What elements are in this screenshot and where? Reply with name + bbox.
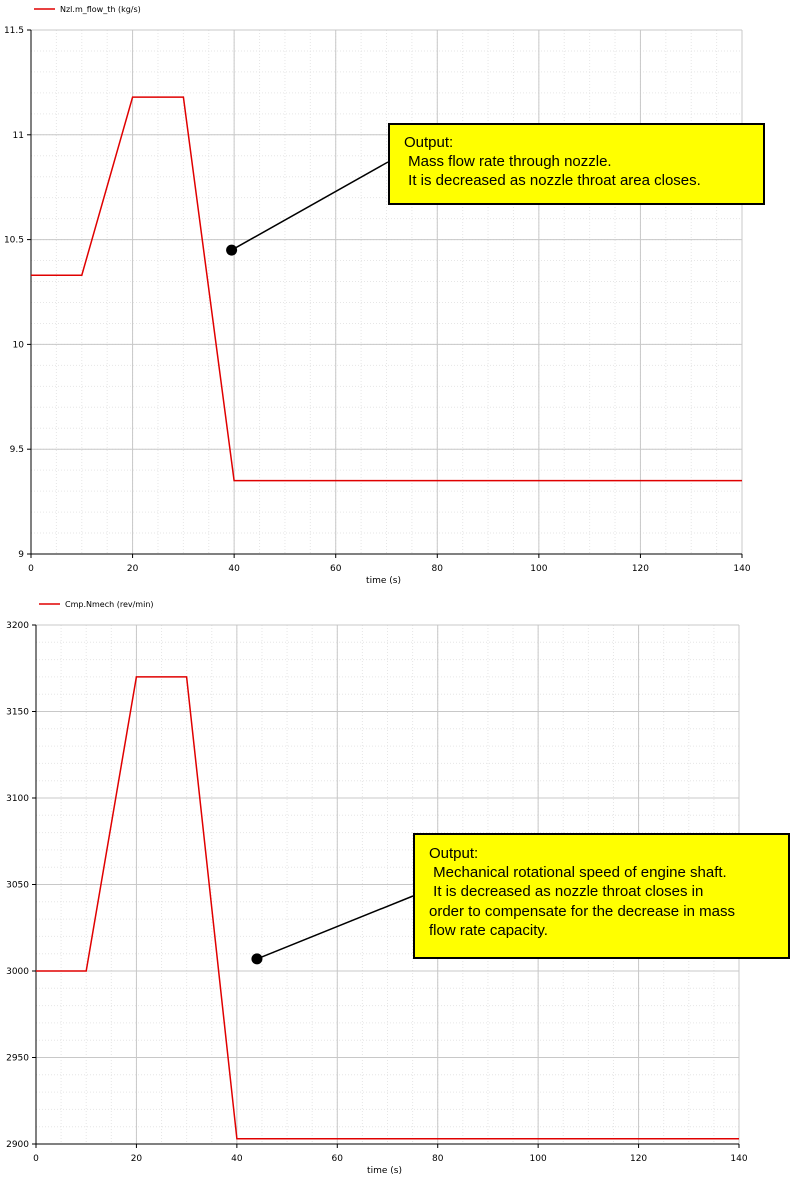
x-tick-label: 140 [730, 1154, 747, 1164]
x-tick-label: 140 [733, 564, 750, 574]
y-tick-label: 10.5 [4, 236, 24, 246]
y-tick-label: 10 [13, 340, 25, 350]
x-tick-label: 20 [131, 1154, 143, 1164]
chart-2: 0 20 40 60 80 100 120 140 2900 2950 3000 3050 3100 31… [6, 600, 748, 1176]
x-tick-label: 120 [632, 564, 649, 574]
callout-line: It is decreased as nozzle throat area cl… [404, 172, 701, 190]
legend-label: Nzl.m_flow_th (kg/s) [60, 5, 141, 14]
legend-label: Cmp.Nmech (rev/min) [65, 600, 154, 609]
annotation-leader-line [231, 161, 389, 251]
y-tick-label: 9.5 [10, 445, 24, 455]
x-tick-label: 100 [530, 1154, 547, 1164]
callout-line: Mechanical rotational speed of engine sh… [429, 864, 727, 882]
x-tick-label: 40 [231, 1154, 243, 1164]
x-tick-label: 80 [432, 564, 444, 574]
callout-line: Output: [429, 845, 479, 862]
annotation-callout-shaft-speed: Output: Mechanical rotational speed of e… [413, 833, 790, 959]
x-tick-label: 60 [332, 1154, 344, 1164]
y-tick-label: 3050 [6, 881, 29, 891]
annotation-marker [251, 953, 263, 965]
callout-line: Output: [404, 134, 454, 151]
annotation-leader-line [256, 895, 414, 960]
y-tick-label: 2900 [6, 1140, 29, 1150]
x-tick-label: 0 [28, 564, 34, 574]
x-tick-label: 100 [530, 564, 547, 574]
x-tick-label: 0 [33, 1154, 39, 1164]
x-axis-label: time (s) [367, 1166, 402, 1176]
annotation-marker [226, 244, 238, 256]
y-tick-label: 9 [18, 550, 24, 560]
callout-line: order to compensate for the decrease in … [429, 902, 735, 920]
y-tick-label: 2950 [6, 1054, 29, 1064]
y-tick-label: 3150 [6, 708, 29, 718]
callout-line: flow rate capacity. [429, 921, 548, 939]
x-tick-label: 40 [228, 564, 240, 574]
y-tick-label: 11.5 [4, 26, 24, 36]
y-tick-label: 3000 [6, 967, 29, 977]
callout-line: It is decreased as nozzle throat closes … [429, 883, 704, 901]
series-line [31, 96, 742, 482]
x-tick-label: 80 [432, 1154, 444, 1164]
x-tick-label: 120 [630, 1154, 647, 1164]
series-line [36, 676, 739, 1140]
x-axis-label: time (s) [366, 576, 401, 586]
annotation-callout-mass-flow: Output: Mass flow rate through nozzle. I… [388, 123, 765, 205]
y-tick-label: 3200 [6, 621, 29, 631]
y-tick-label: 3100 [6, 794, 29, 804]
chart-1: 0 20 40 60 80 100 120 140 9 9.5 10 10.5 11 11.5 time (… [4, 5, 751, 586]
x-tick-label: 60 [330, 564, 342, 574]
x-tick-label: 20 [127, 564, 139, 574]
callout-line: Mass flow rate through nozzle. [404, 153, 612, 171]
y-tick-label: 11 [13, 131, 24, 141]
